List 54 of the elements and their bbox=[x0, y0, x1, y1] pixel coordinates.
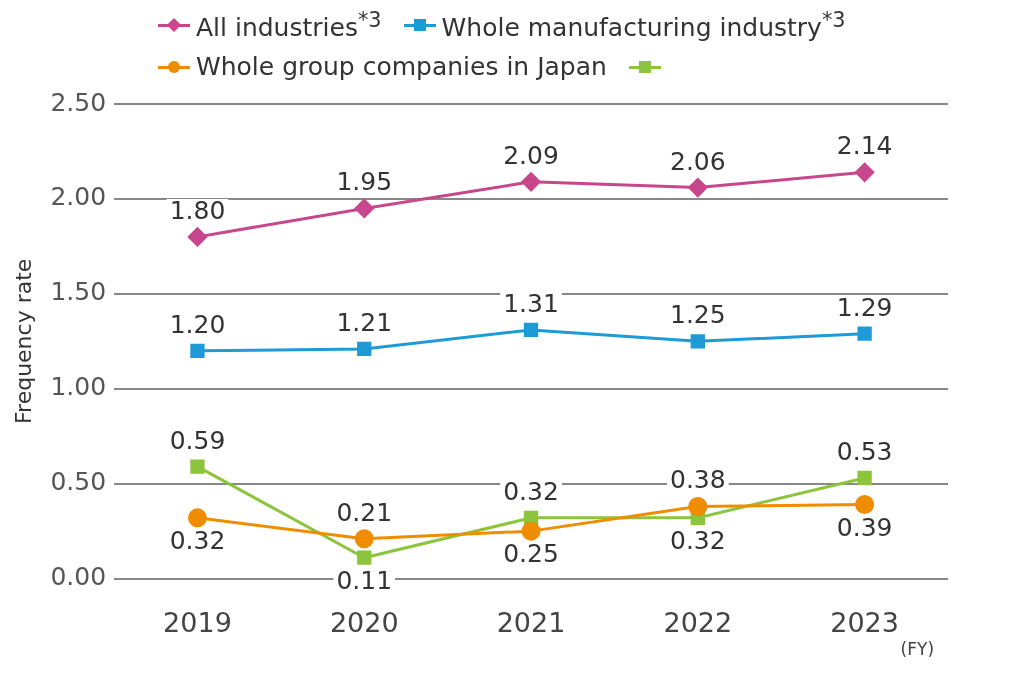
data-label: 1.31 bbox=[503, 289, 559, 319]
data-label: 0.39 bbox=[836, 512, 893, 542]
point bbox=[187, 508, 207, 528]
x-axis-title: (FY) bbox=[900, 639, 935, 660]
x-tick-label: 2023 bbox=[830, 607, 899, 639]
data-label: 2.14 bbox=[836, 131, 893, 161]
point bbox=[190, 343, 205, 359]
data-label: 1.29 bbox=[836, 293, 893, 323]
y-tick-label: 2.00 bbox=[50, 182, 107, 212]
point bbox=[190, 459, 205, 475]
data-label: 1.21 bbox=[336, 308, 393, 338]
data-label: 0.32 bbox=[169, 526, 226, 556]
y-tick-label: 2.50 bbox=[50, 87, 107, 117]
point bbox=[690, 334, 705, 349]
data-label: 0.38 bbox=[669, 465, 726, 495]
point bbox=[855, 163, 875, 183]
y-tick-label: 0.50 bbox=[50, 467, 107, 497]
legend-label: Whole group companies in Japan bbox=[196, 52, 607, 82]
point bbox=[688, 497, 708, 517]
data-label: 0.25 bbox=[503, 539, 559, 569]
x-tick-label: 2019 bbox=[163, 607, 232, 639]
legend-label: Whole manufacturing industry$^{*3}$ bbox=[441, 8, 846, 43]
data-label: 2.09 bbox=[503, 141, 559, 171]
point bbox=[187, 227, 207, 247]
y-axis-title: Frequency rate bbox=[10, 258, 36, 425]
data-label: 1.20 bbox=[169, 310, 226, 340]
data-label: 0.21 bbox=[336, 498, 393, 528]
x-tick-label: 2020 bbox=[329, 607, 399, 639]
y-tick-label: 0.00 bbox=[50, 562, 107, 592]
point bbox=[857, 326, 872, 342]
data-label: 2.06 bbox=[669, 146, 726, 176]
legend-label: All industries$^{*3}$ bbox=[196, 8, 382, 43]
point bbox=[357, 342, 372, 357]
y-tick-label: 1.50 bbox=[50, 277, 107, 307]
data-label: 0.11 bbox=[336, 566, 393, 596]
data-label: 1.95 bbox=[336, 167, 393, 197]
data-label: 0.32 bbox=[503, 477, 559, 507]
point bbox=[855, 495, 875, 515]
point bbox=[354, 529, 374, 549]
point bbox=[688, 178, 708, 198]
data-label: 0.32 bbox=[669, 526, 726, 556]
data-label: 0.59 bbox=[169, 425, 226, 455]
data-label: 1.80 bbox=[169, 196, 226, 226]
point bbox=[354, 199, 374, 219]
y-tick-label: 1.00 bbox=[50, 372, 107, 402]
point bbox=[357, 550, 372, 566]
point bbox=[523, 323, 539, 338]
data-label: 0.53 bbox=[836, 437, 893, 467]
point bbox=[521, 172, 541, 192]
x-tick-label: 2022 bbox=[663, 607, 733, 639]
point bbox=[857, 471, 872, 486]
data-label: 1.25 bbox=[669, 300, 726, 330]
x-tick-label: 2021 bbox=[496, 607, 566, 639]
point bbox=[521, 521, 541, 541]
